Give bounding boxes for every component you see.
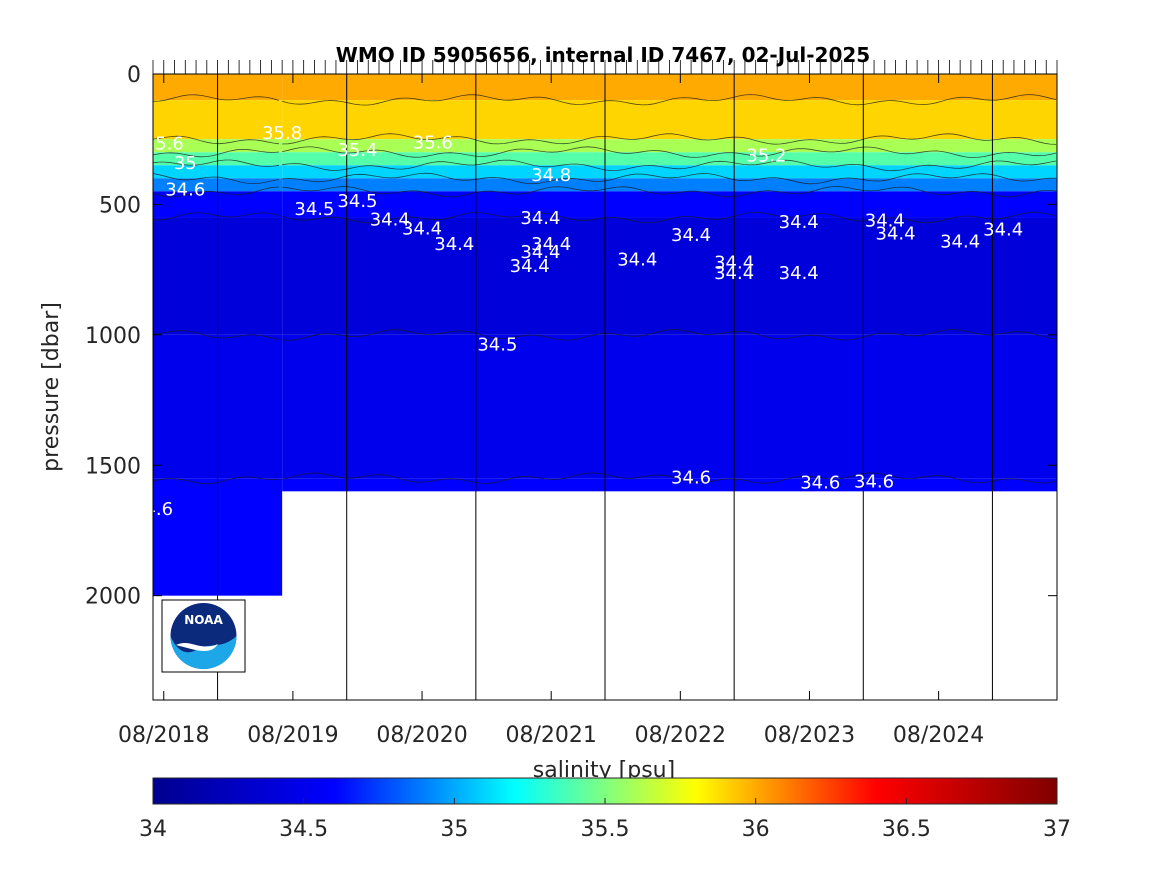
y-tick-label: 0 <box>127 63 141 88</box>
contour-label: 34.4 <box>671 225 711 246</box>
contour-line <box>153 186 1057 198</box>
contour-label: 35.6 <box>144 134 184 155</box>
salinity-layer <box>282 478 1057 492</box>
contour-label: 34.8 <box>531 165 571 186</box>
contour-label: 34.4 <box>779 263 819 284</box>
contour-label: 34.4 <box>520 242 560 263</box>
y-axis: 0 500 1000 1500 2000 <box>85 63 1057 610</box>
salinity-layer <box>282 165 1057 179</box>
contour-line <box>153 328 1057 341</box>
contour-line <box>153 472 1057 485</box>
contour-label: 34.4 <box>520 208 560 229</box>
contour-label: 34.4 <box>370 209 410 230</box>
salinity-layer <box>282 334 1057 479</box>
logo-text: NOAA <box>184 613 223 627</box>
x-tick-label: 08/2018 <box>118 723 209 748</box>
salinity-layer <box>282 100 1057 140</box>
x-tick-label: 08/2020 <box>376 723 467 748</box>
chart-title: WMO ID 5905656, internal ID 7467, 02-Jul… <box>336 43 870 67</box>
contour-label: 34.6 <box>165 179 205 200</box>
y-tick-label: 1000 <box>85 324 141 349</box>
x-tick-label: 08/2023 <box>764 723 855 748</box>
contour-label: 34.4 <box>617 250 657 271</box>
y-tick-label: 1500 <box>85 454 141 479</box>
contour-label: 34.5 <box>294 199 334 220</box>
salinity-layer <box>282 217 1057 335</box>
contour-label: 35.2 <box>746 145 786 166</box>
colorbar-tick-label: 34 <box>139 817 167 842</box>
colorbar-ticks: 34 34.5 35 35.5 36 36.5 37 <box>139 798 1071 842</box>
x-tick-label: 08/2021 <box>505 723 596 748</box>
contour-label: 35.4 <box>337 140 377 161</box>
contour-label: 35.8 <box>262 123 302 144</box>
logo-bird <box>176 642 218 652</box>
salinity-layer <box>282 178 1057 192</box>
contour-label: 34.4 <box>876 224 916 245</box>
x-axis: 08/2018 08/2019 08/2020 08/2021 08/2022 08/20… <box>118 60 1058 748</box>
contour-label: 35 <box>174 153 197 174</box>
contour-label: 34.4 <box>531 234 571 255</box>
contour-label: 35.6 <box>413 132 453 153</box>
contour-label: 34.6 <box>854 471 894 492</box>
y-tick-label: 500 <box>99 193 141 218</box>
colorbar-tick-label: 36 <box>742 817 770 842</box>
x-tick-label: 08/2019 <box>247 723 338 748</box>
contour-label: 34.4 <box>714 263 754 284</box>
noaa-logo-icon: NOAA <box>161 599 246 673</box>
salinity-layer <box>282 191 1057 218</box>
contour-label: 34.4 <box>940 231 980 252</box>
colorbar-tick-label: 34.5 <box>279 817 328 842</box>
contour-label: 34.4 <box>983 220 1023 241</box>
salinity-layer <box>282 139 1057 153</box>
contour-label: 34.4 <box>779 212 819 233</box>
contour-label: 34.4 <box>714 252 754 273</box>
colorbar-tick-label: 35 <box>440 817 468 842</box>
y-axis-label: pressure [dbar] <box>39 302 64 472</box>
y-tick-label: 2000 <box>85 585 141 610</box>
contour-line <box>153 172 1057 185</box>
contour-label: 34.5 <box>337 191 377 212</box>
colorbar-tick-label: 37 <box>1043 817 1071 842</box>
contour-label: 34.5 <box>477 334 517 355</box>
vertical-markers <box>217 74 993 700</box>
salinity-layer <box>282 74 1057 101</box>
contour-line <box>153 94 1057 106</box>
contour-line <box>153 211 1057 224</box>
colorbar-tick-label: 36.5 <box>882 817 931 842</box>
contour-label: 34.4 <box>865 211 905 232</box>
contour-label: 34.6 <box>800 473 840 494</box>
contour-line <box>153 159 1057 172</box>
contour-label: 34.6 <box>671 468 711 489</box>
contour-label: 34.4 <box>510 256 550 277</box>
contour-line <box>153 146 1057 159</box>
colorbar-tick-label: 35.5 <box>581 817 630 842</box>
contour-label: 34.4 <box>402 218 442 239</box>
contour-line <box>153 133 1057 145</box>
logo-wave <box>170 636 237 669</box>
x-tick-label: 08/2024 <box>893 723 984 748</box>
contour-label: 34.4 <box>434 234 474 255</box>
x-tick-label: 08/2022 <box>635 723 726 748</box>
